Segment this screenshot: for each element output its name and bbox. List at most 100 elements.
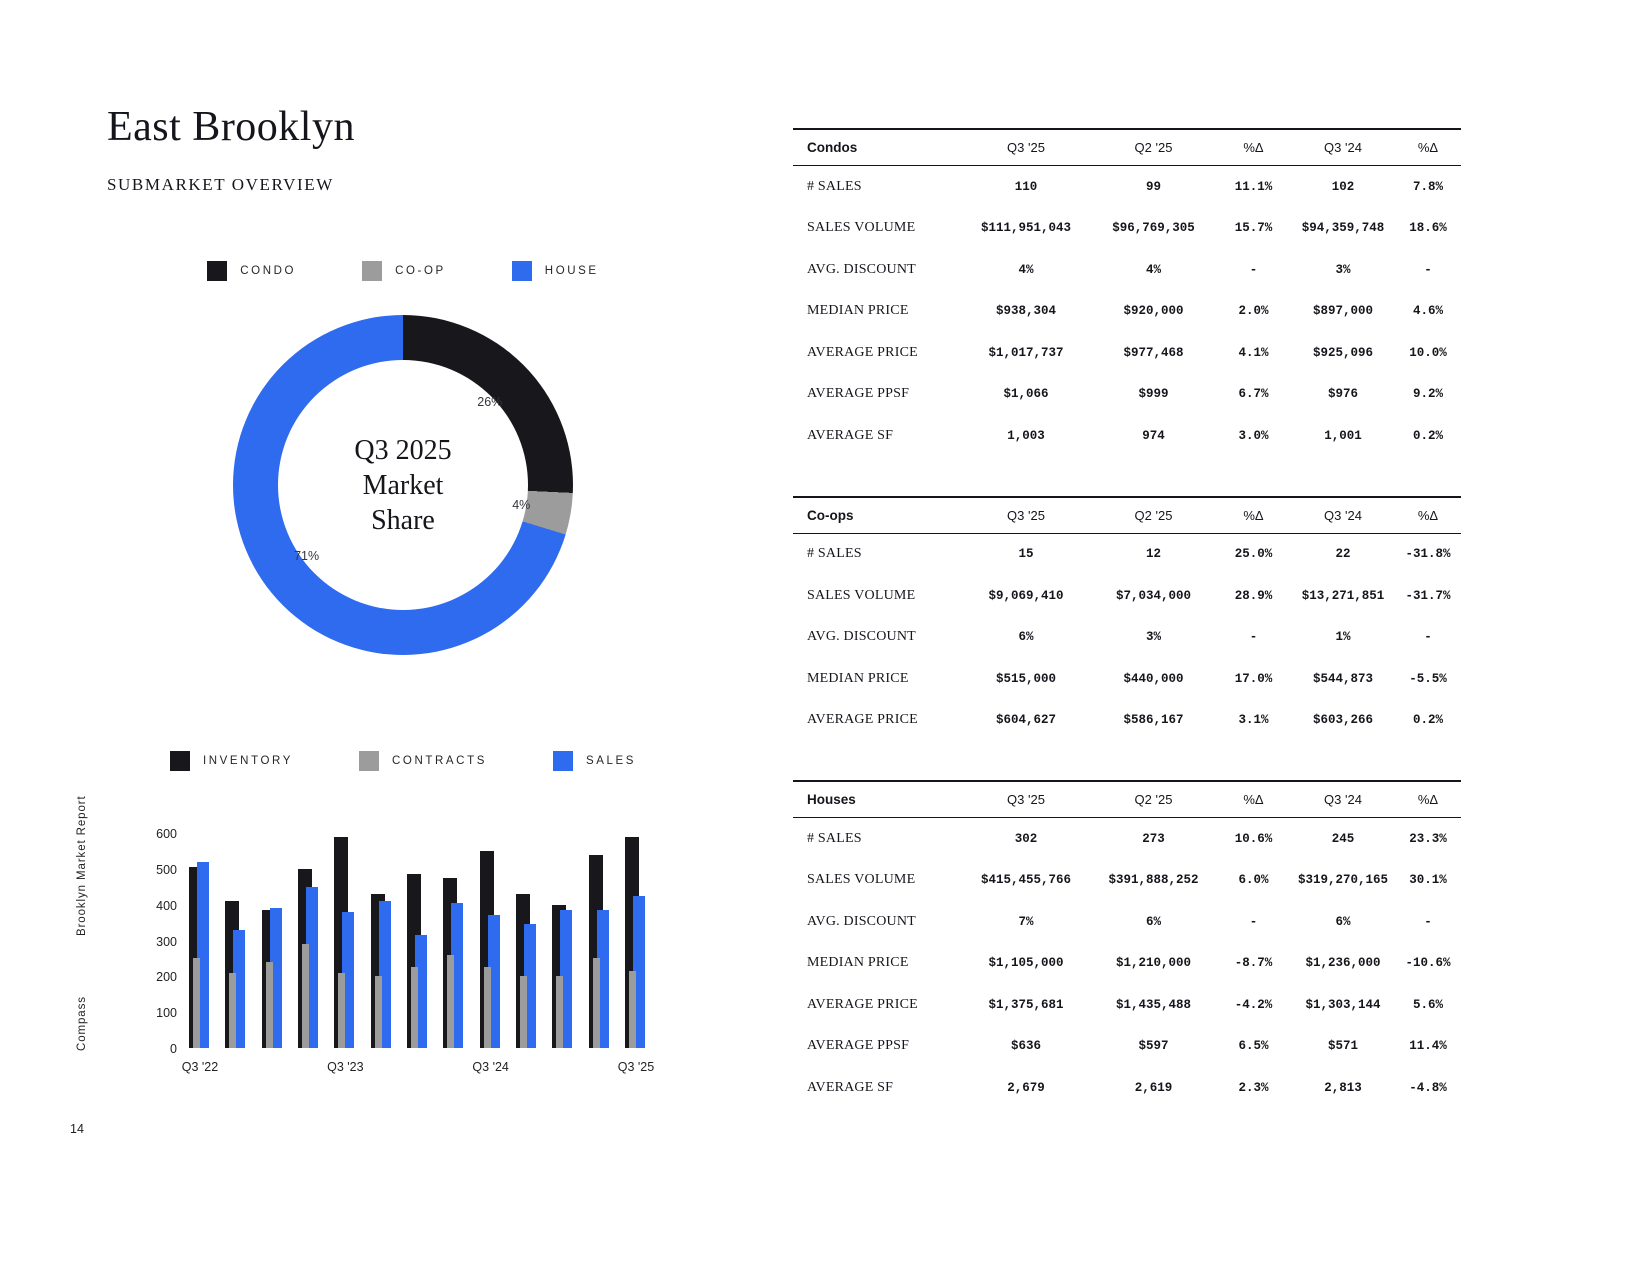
cell-value: 6% xyxy=(1335,914,1351,929)
bar-sales xyxy=(560,910,573,1048)
bar-group xyxy=(189,833,211,1048)
cell-value: -4.2% xyxy=(1234,997,1273,1012)
legend-item-contracts: CONTRACTS xyxy=(359,751,487,771)
row-label: AVG. DISCOUNT xyxy=(807,913,916,929)
cell-value: $586,167 xyxy=(1123,713,1184,728)
table-row: # SALES 15 12 25.0% 22 -31.8% xyxy=(793,534,1461,576)
bar-group xyxy=(334,833,356,1048)
cell-value: 6% xyxy=(1018,630,1034,645)
cell-value: -4.8% xyxy=(1409,1080,1447,1095)
cell-value: 7.8% xyxy=(1412,179,1443,194)
row-label: AVG. DISCOUNT xyxy=(807,629,916,645)
bar-group xyxy=(225,833,247,1048)
row-label: AVERAGE PPSF xyxy=(807,386,910,402)
cell-value: 7% xyxy=(1018,914,1034,929)
row-label: MEDIAN PRICE xyxy=(807,955,909,971)
cell-value: 110 xyxy=(1014,179,1038,194)
bar-contracts xyxy=(229,972,237,1048)
cell-value: $1,375,681 xyxy=(988,997,1064,1012)
row-label: AVERAGE PRICE xyxy=(807,344,918,360)
cell-value: -31.8% xyxy=(1405,547,1451,562)
bar-contracts xyxy=(628,970,636,1048)
column-header: Q3 '24 xyxy=(1324,792,1362,807)
table-header-row: Condos Q3 '25 Q2 '25 %Δ Q3 '24 %Δ xyxy=(793,130,1461,166)
bar-contracts xyxy=(519,976,527,1048)
cell-value: 28.9% xyxy=(1234,588,1273,603)
bar-sales xyxy=(197,861,209,1048)
cell-value: $96,769,305 xyxy=(1112,221,1195,236)
cell-value: 1% xyxy=(1335,630,1351,645)
cell-value: 5.6% xyxy=(1412,997,1443,1012)
cell-value: 302 xyxy=(1014,831,1038,846)
row-label: # SALES xyxy=(807,178,862,194)
y-axis-tick-label: 500 xyxy=(156,862,177,877)
cell-value: 2.0% xyxy=(1238,304,1269,319)
row-label: MEDIAN PRICE xyxy=(807,303,909,319)
cell-value: 2,813 xyxy=(1324,1080,1362,1095)
cell-value: $636 xyxy=(1010,1039,1041,1054)
cell-value: $897,000 xyxy=(1312,304,1373,319)
cell-value: 0.2% xyxy=(1412,428,1443,443)
cell-value: $1,236,000 xyxy=(1305,956,1381,971)
cell-value: 974 xyxy=(1142,428,1165,443)
cell-value: 6.5% xyxy=(1238,1039,1269,1054)
table-header-row: Co-ops Q3 '25 Q2 '25 %Δ Q3 '24 %Δ xyxy=(793,498,1461,534)
column-header: %Δ xyxy=(1243,792,1264,807)
row-label: # SALES xyxy=(807,830,862,846)
legend-label: SALES xyxy=(585,755,637,767)
cell-value: - xyxy=(1424,914,1432,929)
left-column: East Brooklyn SUBMARKET OVERVIEW CONDO CO… xyxy=(107,103,699,1078)
column-header: Q3 '25 xyxy=(1007,792,1045,807)
row-label: SALES VOLUME xyxy=(807,220,916,236)
cell-value: $938,304 xyxy=(995,304,1056,319)
table-row: MEDIAN PRICE $938,304 $920,000 2.0% $897,000… xyxy=(793,291,1461,333)
bar-sales xyxy=(233,929,246,1048)
cell-value: 6.7% xyxy=(1238,387,1269,402)
cell-value: 3.1% xyxy=(1238,713,1269,728)
cell-value: 2.3% xyxy=(1238,1080,1269,1095)
cell-value: 273 xyxy=(1142,831,1165,846)
row-label: # SALES xyxy=(807,546,862,562)
table-row: AVERAGE SF 2,679 2,619 2.3% 2,813 -4.8% xyxy=(793,1067,1461,1109)
bar-contracts xyxy=(410,967,418,1048)
cell-value: $1,017,737 xyxy=(988,345,1064,360)
page-title: East Brooklyn xyxy=(107,104,355,150)
cell-value: 2,679 xyxy=(1007,1080,1045,1095)
table-condos: Condos Q3 '25 Q2 '25 %Δ Q3 '24 %Δ # SALES 110 99… xyxy=(793,128,1461,457)
bar-group xyxy=(297,833,320,1048)
table-row: SALES VOLUME $415,455,766 $391,888,252 6.0%… xyxy=(793,860,1461,902)
cell-value: 10.0% xyxy=(1409,345,1447,360)
row-label: AVERAGE PPSF xyxy=(807,1038,910,1054)
column-header: Q3 '25 xyxy=(1007,140,1045,155)
cell-value: 18.6% xyxy=(1409,221,1447,236)
legend-label: CO-OP xyxy=(395,265,446,277)
table-row: AVERAGE PPSF $1,066 $999 6.7% $976 9.2% xyxy=(793,374,1461,416)
cell-value: - xyxy=(1424,262,1432,277)
legend-label: HOUSE xyxy=(544,265,599,277)
sidebar-report-title: Brooklyn Market Report xyxy=(76,795,88,936)
cell-value: $571 xyxy=(1327,1039,1358,1054)
column-header: Q2 '25 xyxy=(1134,792,1173,807)
cell-value: 6% xyxy=(1145,914,1161,929)
y-axis: 0 100 200 300 400 500 600 xyxy=(143,827,189,1056)
cell-value: 0.2% xyxy=(1412,713,1443,728)
cell-value: 4% xyxy=(1145,262,1161,277)
cell-value: - xyxy=(1249,630,1258,645)
table-houses: Houses Q3 '25 Q2 '25 %Δ Q3 '24 %Δ # SALES 302 27… xyxy=(793,780,1461,1109)
quarterly-activity-bar-chart: 0 100 200 300 400 500 600 Q3 '22 Q3 '23 Q3 '24 Q3… xyxy=(143,827,699,1078)
table-row: AVG. DISCOUNT 7% 6% - 6% - xyxy=(793,901,1461,943)
table-row: # SALES 302 273 10.6% 245 23.3% xyxy=(793,818,1461,860)
legend-item-condo: CONDO xyxy=(207,261,296,281)
bar-group xyxy=(552,833,574,1048)
bar-plot-area xyxy=(189,833,647,1048)
column-header: %Δ xyxy=(1417,792,1439,807)
bar-sales xyxy=(269,908,282,1048)
legend-label: INVENTORY xyxy=(202,755,294,767)
table-title: Houses xyxy=(807,792,856,807)
cell-value: $7,034,000 xyxy=(1115,588,1191,603)
cell-value: - xyxy=(1249,262,1258,277)
table-row: # SALES 110 99 11.1% 102 7.8% xyxy=(793,166,1461,208)
table-row: AVERAGE PRICE $604,627 $586,167 3.1% $603,26… xyxy=(793,700,1461,742)
bar-sales xyxy=(451,902,464,1048)
column-header: Q3 '24 xyxy=(1324,507,1362,523)
